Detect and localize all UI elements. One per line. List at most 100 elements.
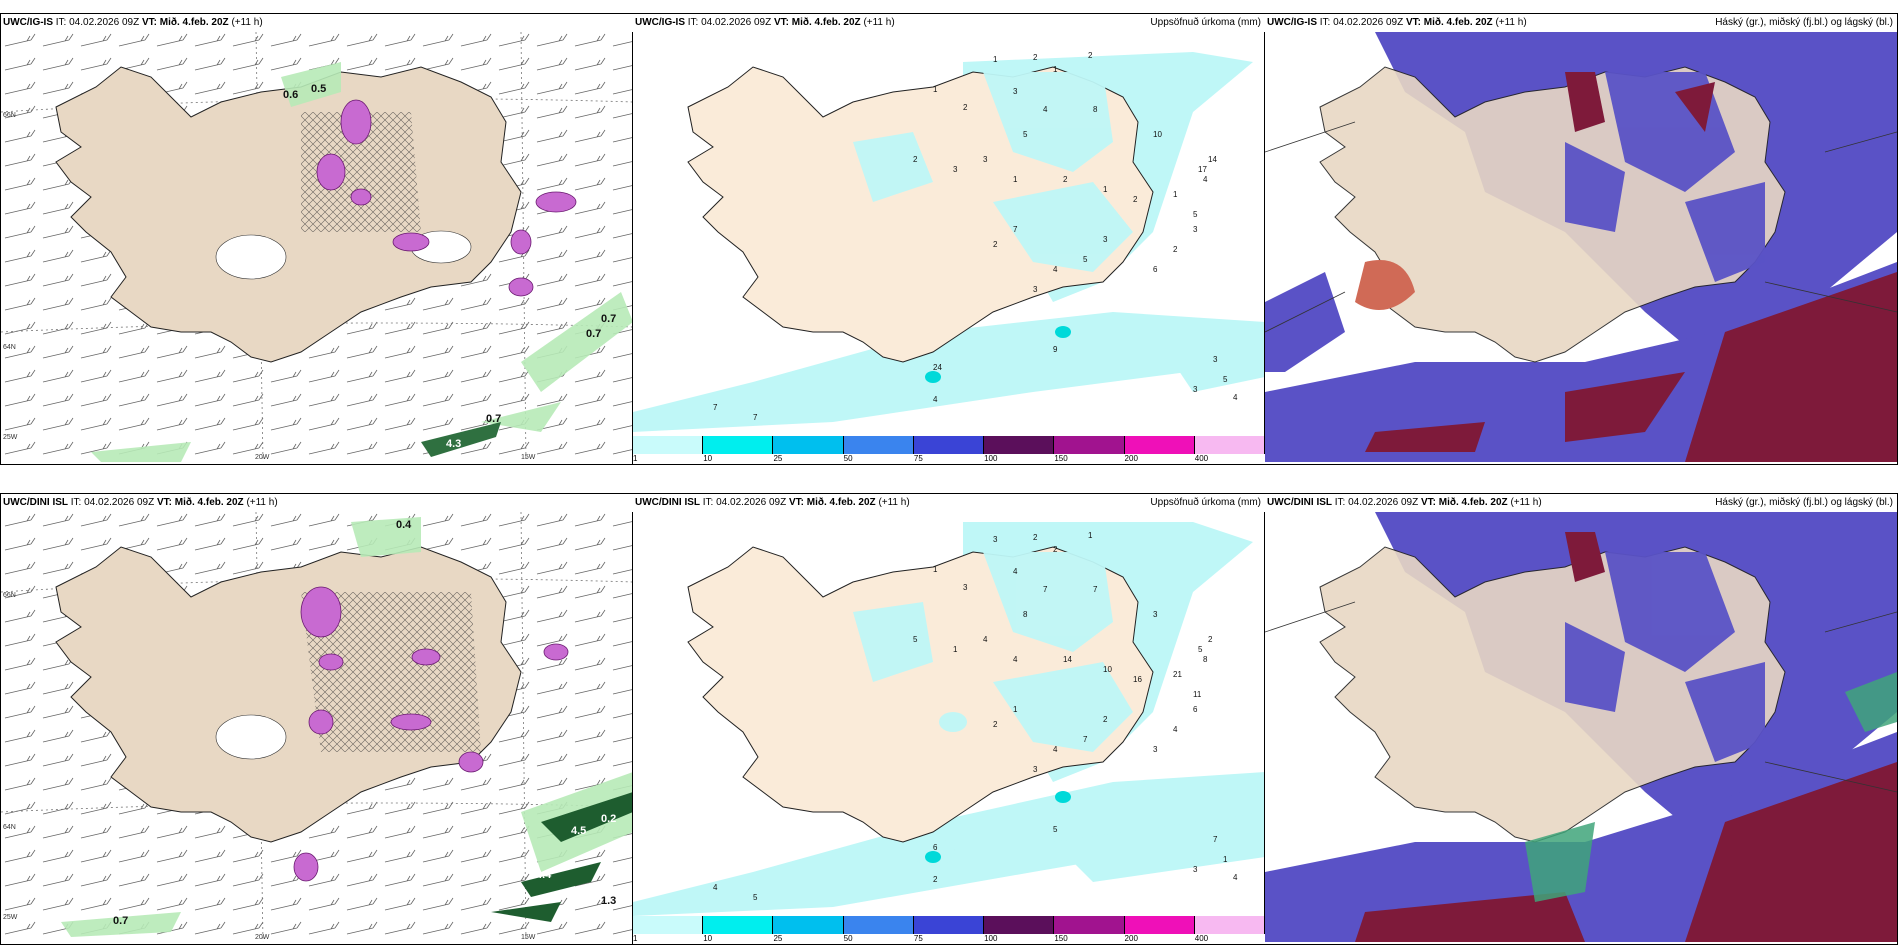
precip-title: Uppsöfnuð úrkoma (mm): [1150, 17, 1261, 28]
precip-value: 2: [1033, 533, 1038, 542]
precip-value: 1: [1013, 705, 1018, 714]
precip-value: 2: [1033, 53, 1038, 62]
wind-value: 0.7: [586, 328, 601, 340]
colorbar-tick: 150: [1054, 934, 1068, 943]
lead-time: (+11 h): [1495, 17, 1527, 28]
cloud-panel-bottom: UWC/DINI ISL IT: 04.02.2026 09Z VT: Mið.…: [1264, 493, 1898, 945]
precip-value: 4: [1233, 393, 1238, 402]
precip-value: 3: [1103, 235, 1108, 244]
precip-value: 6: [933, 843, 938, 852]
precip-value: 6: [1153, 265, 1158, 274]
colorbar-tick: 400: [1194, 934, 1209, 943]
it-value: 04.02.2026 09Z: [716, 497, 787, 508]
it-label: IT:: [1334, 497, 1346, 508]
precip-value: 2: [1173, 245, 1178, 254]
precip-value: 2: [1088, 51, 1093, 60]
lon-label: 15W: [521, 454, 536, 461]
panel-header: UWC/DINI ISL IT: 04.02.2026 09Z VT: Mið.…: [1, 494, 633, 512]
wind-value: 1.3: [601, 895, 616, 907]
precip-value: 5: [753, 893, 758, 902]
colorbar-segment: [1194, 916, 1265, 934]
wind-value: 0.7: [113, 915, 128, 927]
precip-value: 2: [913, 155, 918, 164]
colorbar-tick: 25: [773, 454, 783, 463]
wind-value-labels: 0.6 0.5 0.7 0.7 0.7 4.3: [283, 83, 616, 450]
lead-time: (+11 h): [231, 17, 263, 28]
lat-label: 64N: [3, 344, 16, 351]
precip-value: 3: [1193, 385, 1198, 394]
lead-time: (+11 h): [1510, 497, 1542, 508]
precip-value: 1: [1088, 531, 1093, 540]
lon-label: 15W: [521, 934, 536, 941]
colorbar-segment: [843, 436, 914, 454]
lon-label: 20W: [255, 454, 270, 461]
precip-value: 5: [1193, 210, 1198, 219]
it-value: 04.02.2026 09Z: [69, 17, 140, 28]
model-name: UWC/IG-IS: [635, 17, 685, 28]
precip-value: 5: [1053, 825, 1058, 834]
precip-value: 4: [1053, 265, 1058, 274]
colorbar-tick: 10: [703, 454, 713, 463]
lead-time: (+11 h): [246, 497, 278, 508]
precip-value: 1: [1223, 855, 1228, 864]
precip-value: 2: [993, 720, 998, 729]
precip-value: 8: [1203, 655, 1208, 664]
wind-panel-top: UWC/IG-IS IT: 04.02.2026 09Z VT: Mið. 4.…: [0, 13, 634, 465]
colorbar-segment: [773, 436, 844, 454]
precip-value: 10: [1153, 130, 1162, 139]
precip-value: 2: [1053, 545, 1058, 554]
precip-panel-bottom: UWC/DINI ISL IT: 04.02.2026 09Z VT: Mið.…: [632, 493, 1266, 945]
precip-value: 7: [1213, 835, 1218, 844]
cloud-map: [1265, 32, 1897, 462]
precip-value: 7: [1013, 225, 1018, 234]
precip-map: [633, 32, 1265, 436]
colorbar-segment: [984, 436, 1055, 454]
precip-value: 2: [963, 103, 968, 112]
lon-label: 25W: [3, 434, 18, 441]
vt-label: VT: Mið. 4.feb. 20Z: [1405, 17, 1493, 28]
precip-value: 3: [1013, 87, 1018, 96]
colorbar-tick: 50: [843, 934, 853, 943]
vt-label: VT: Mið. 4.feb. 20Z: [788, 497, 876, 508]
precip-value: 1: [1013, 175, 1018, 184]
it-label: IT:: [687, 17, 699, 28]
precip-value: 16: [1133, 675, 1142, 684]
colorbar-tick: 100: [984, 454, 998, 463]
cloud-map: [1265, 512, 1897, 942]
precip-value: 7: [1043, 585, 1048, 594]
colorbar-tick: 400: [1194, 454, 1209, 463]
precip-value: 10: [1103, 665, 1112, 674]
precip-value: 2: [933, 875, 938, 884]
precip-value: 4: [1013, 567, 1018, 576]
wind-value: 0.4: [396, 519, 412, 531]
precip-value: 7: [1093, 585, 1098, 594]
colorbar-segment: [913, 916, 985, 934]
colorbar: 1 10 25 50 75 100 150 200 400: [633, 436, 1265, 464]
colorbar-segment: [633, 916, 704, 934]
colorbar-segment: [703, 916, 774, 934]
colorbar-segment: [1194, 436, 1265, 454]
colorbar-tick: 75: [913, 934, 923, 943]
precip-value: 3: [1033, 285, 1038, 294]
precip-value: 7: [753, 413, 758, 422]
precip-value: 14: [1208, 155, 1217, 164]
precip-value: 8: [1023, 610, 1028, 619]
precip-value: 4: [1053, 745, 1058, 754]
panel-header: UWC/DINI ISL IT: 04.02.2026 09Z VT: Mið.…: [1265, 494, 1897, 512]
precip-value: 4: [1043, 105, 1048, 114]
model-name: UWC/IG-IS: [1267, 17, 1317, 28]
precip-value: 2: [1133, 195, 1138, 204]
precip-value: 1: [1173, 190, 1178, 199]
wind-value: 0.6: [283, 89, 298, 101]
precip-value: 2: [1063, 175, 1068, 184]
colorbar-tick: 150: [1054, 454, 1068, 463]
precip-value: 3: [1193, 865, 1198, 874]
colorbar-segment: [773, 916, 844, 934]
colorbar: 1 10 25 50 75 100 150 200 400: [633, 916, 1265, 944]
precip-value: 1: [1053, 65, 1058, 74]
wind-value-labels: 0.4 0.7 4.5 0.2 4.4 1.3: [113, 519, 616, 927]
colorbar-tick: 200: [1124, 454, 1138, 463]
precip-value: 24: [933, 363, 942, 372]
it-label: IT:: [702, 497, 714, 508]
colorbar-segment: [1054, 916, 1125, 934]
